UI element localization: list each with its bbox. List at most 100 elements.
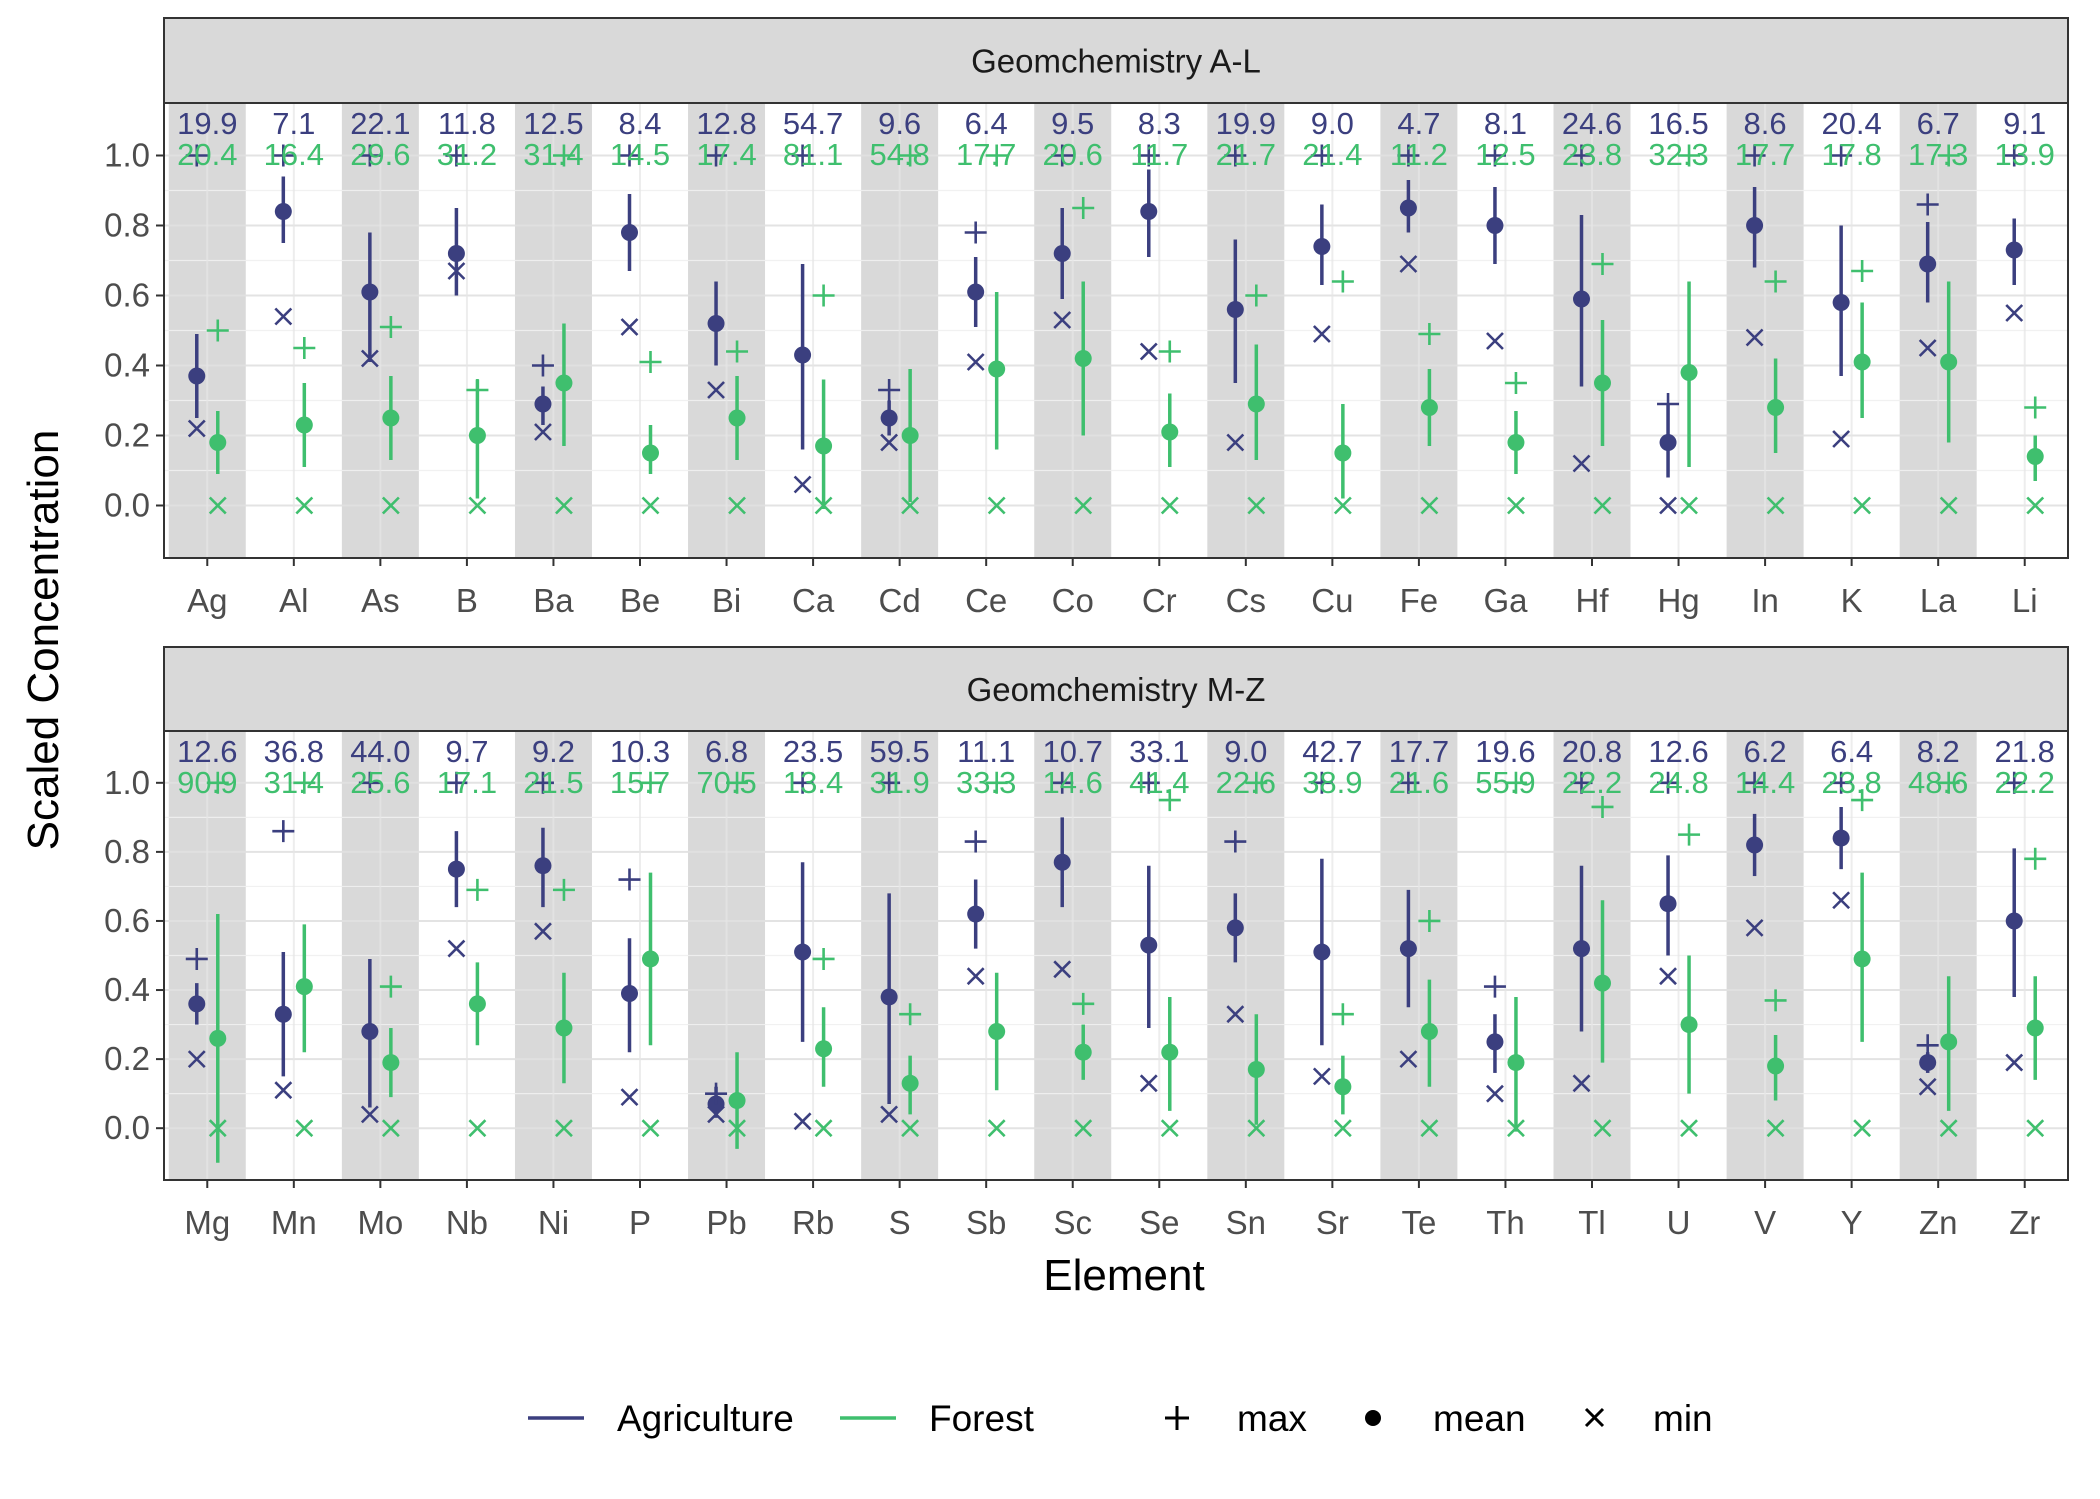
mean-point [642,950,659,968]
min-marker [360,1105,379,1124]
max-marker [1418,909,1441,932]
max-marker [1051,144,1074,167]
mean-point [1313,943,1331,961]
cv-label: 14.5 [610,137,670,172]
max-marker [445,144,468,167]
mean-point [1594,974,1611,992]
cv-label: 25.6 [350,765,410,800]
max-marker [1678,823,1701,846]
mean-point [1399,199,1417,217]
cv-label: 8.6 [1744,106,1787,141]
mean-point [1140,936,1158,954]
x-tick-label: In [1751,582,1779,619]
max-marker [639,351,662,373]
legend-max-marker [1165,1406,1189,1430]
cv-label: 17.7 [1389,734,1449,769]
mean-point [1940,353,1958,371]
mean-point [295,416,313,434]
cv-label: 19.9 [177,106,237,141]
legend-max-label: max [1237,1398,1307,1439]
mean-point [534,857,552,875]
max-marker [985,771,1008,794]
cv-label: 13.9 [1995,137,2055,172]
mean-point [1680,1016,1698,1034]
y-tick-label: 0.8 [104,207,150,244]
max-marker [206,771,229,794]
max-marker [552,878,575,901]
cv-label: 70.5 [696,765,756,800]
max-marker [878,379,901,401]
min-marker [1226,433,1245,452]
max-marker [206,319,229,342]
cv-label: 9.7 [445,734,488,769]
mean-point [1832,294,1850,311]
min-marker [1766,1119,1785,1138]
min-marker [555,496,573,515]
x-tick-label: V [1754,1204,1776,1241]
panel-strip [163,17,2069,104]
min-marker [1333,496,1352,515]
max-marker [1743,771,1766,794]
min-marker [295,1119,314,1138]
max-marker [1051,771,1074,794]
max-marker [1310,771,1333,794]
mean-point [1247,1060,1265,1078]
max-marker [618,868,641,891]
min-marker [187,419,206,438]
x-tick-label: Co [1052,582,1094,619]
min-marker [728,1119,746,1138]
x-tick-label: Ga [1483,582,1528,619]
max-marker [1158,789,1181,812]
legend: Agriculture Forest max mean min [528,1398,1713,1439]
max-marker [1830,771,1853,794]
x-tick-label: As [361,582,400,619]
legend-mean-label: mean [1433,1398,1526,1439]
min-marker [1593,496,1612,515]
min-marker [987,496,1006,515]
min-marker [187,1050,206,1069]
mean-point [794,346,812,364]
mean-point [188,367,206,385]
min-marker [1247,1119,1266,1138]
min-marker [1745,918,1764,937]
mean-point [1161,423,1179,441]
x-tick-label: Ni [538,1204,569,1241]
max-marker [1331,1003,1354,1026]
max-marker [791,144,814,167]
y-tick-label: 0.6 [104,902,150,939]
max-marker [1158,340,1181,363]
max-marker [1937,144,1960,167]
max-marker [964,830,987,853]
min-marker [1918,339,1937,357]
max-marker [185,947,208,970]
max-marker [1830,144,1853,167]
max-marker [1245,284,1268,307]
cv-label: 13.4 [783,765,843,800]
mean-point [988,1022,1006,1040]
max-marker [1224,830,1247,853]
cv-label: 22.1 [350,106,410,141]
min-marker [641,1119,660,1138]
cv-label: 12.6 [177,734,237,769]
x-tick-label: S [889,1204,911,1241]
cv-label: 31.2 [437,137,497,172]
mean-point [1746,217,1764,234]
min-marker [1939,1119,1958,1138]
max-marker [2003,771,2026,794]
min-marker [966,353,985,371]
mean-point [555,1019,573,1037]
cv-label: 21.5 [523,765,583,800]
min-marker [814,1119,833,1138]
cv-label: 20.4 [1821,106,1881,141]
cv-label: 21.4 [1302,137,1362,172]
max-marker [293,771,316,794]
mean-point [1507,434,1525,451]
min-marker [1312,1067,1331,1086]
min-marker [1507,1119,1525,1138]
x-tick-label: B [456,582,478,619]
min-marker [360,349,379,368]
max-marker [1331,270,1354,293]
min-marker [447,939,466,958]
mean-point [1334,1078,1352,1096]
